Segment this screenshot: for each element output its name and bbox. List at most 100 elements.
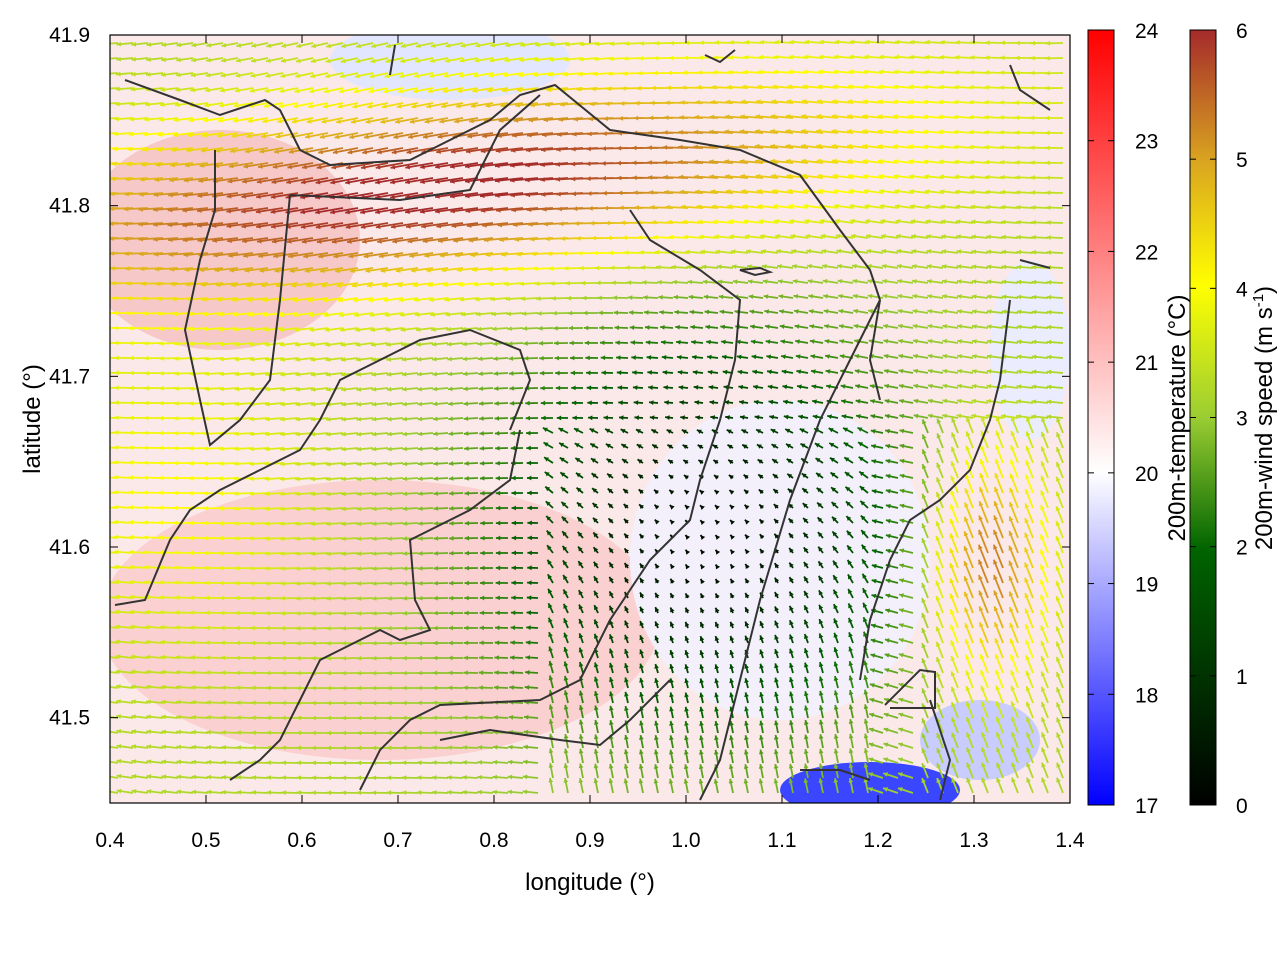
wind-vector-head — [969, 159, 975, 165]
wind-vector-head — [98, 310, 102, 315]
wind-vector — [495, 147, 524, 153]
wind-vector-head — [380, 268, 386, 273]
wind-vector-head — [984, 114, 989, 120]
wind-vector-head — [616, 145, 622, 151]
wind-vector-head — [226, 223, 232, 229]
wind-vector-head — [503, 72, 509, 78]
wind-vector-head — [634, 205, 640, 210]
wind-vector-head — [340, 73, 345, 79]
wind-vector-head — [360, 179, 365, 185]
wind-vector-head — [200, 148, 206, 153]
wind-vector-head — [487, 267, 492, 272]
wind-vector-head — [409, 119, 415, 124]
wind-vector-head — [527, 132, 532, 138]
wind-vector-head — [818, 69, 823, 75]
wind-vector-head — [633, 190, 638, 196]
wind-vector — [360, 207, 389, 214]
wind-vector-head — [296, 43, 302, 49]
wind-vector-head — [939, 159, 944, 165]
wind-vector-head — [831, 128, 837, 134]
wind-vector-head — [999, 85, 1005, 91]
wind-vector-head — [549, 57, 554, 62]
wind-vector-head — [489, 57, 495, 63]
wind-vector — [110, 72, 119, 75]
wind-vector-head — [755, 158, 760, 164]
wind-vector-head — [141, 162, 146, 167]
wind-vector-head — [533, 72, 538, 78]
wind-vector-head — [999, 70, 1005, 76]
wind-vector — [421, 222, 449, 228]
wind-vector-head — [310, 58, 316, 64]
wind-vector — [375, 162, 404, 169]
wind-vector — [434, 162, 464, 169]
wind-vector-head — [221, 57, 226, 63]
wind-vector-head — [480, 208, 486, 213]
wind-vector-head — [413, 88, 418, 94]
wind-vector-head — [592, 71, 598, 77]
wind-vector-head — [910, 203, 915, 209]
wind-vector-head — [383, 88, 389, 94]
wind-vector — [390, 177, 419, 184]
wind-vector-head — [969, 55, 975, 60]
wind-vector-head — [953, 114, 959, 120]
wind-vector-head — [202, 132, 207, 138]
wind-vector-head — [288, 253, 293, 259]
wind-vector-head — [390, 194, 395, 200]
wind-vector-head — [455, 252, 460, 258]
wind-vector-head — [879, 188, 884, 194]
wind-vector-head — [161, 57, 166, 62]
wind-vector — [494, 192, 524, 197]
wind-vector-head — [894, 54, 900, 60]
wind-vector-head — [131, 71, 136, 77]
wind-vector-head — [624, 41, 630, 47]
wind-vector-head — [910, 39, 915, 45]
wind-vector-head — [545, 236, 550, 242]
wind-vector-head — [516, 87, 522, 93]
wind-vector — [495, 207, 524, 212]
wind-vector-head — [770, 128, 775, 134]
wind-vector-head — [713, 219, 718, 225]
wind-vector-head — [409, 253, 414, 259]
wind-vector-head — [892, 114, 898, 119]
wind-vector — [256, 222, 284, 228]
wind-vector-head — [123, 236, 129, 242]
wind-vector-head — [1029, 100, 1035, 106]
wind-vector-head — [378, 134, 384, 140]
wind-vector — [211, 222, 239, 228]
wind-vector-head — [116, 41, 122, 47]
wind-vector-head — [277, 118, 283, 124]
wind-vector-head — [556, 147, 561, 152]
wind-vector-head — [1000, 40, 1005, 46]
wind-vector-head — [540, 192, 546, 197]
wind-vector-head — [758, 218, 764, 224]
wind-vector-head — [663, 130, 668, 135]
wind-vector-head — [169, 267, 175, 272]
wind-vector-head — [711, 84, 717, 90]
wind-vector-head — [623, 250, 629, 256]
wind-vector-head — [265, 73, 271, 78]
wind-vector-head — [124, 251, 129, 257]
wind-vector-head — [405, 164, 411, 170]
wind-vector-head — [256, 238, 262, 244]
wind-vector-head — [955, 40, 960, 45]
wind-vector-head — [984, 159, 990, 165]
wind-vector — [360, 177, 389, 184]
wind-vector-head — [586, 176, 591, 182]
wind-vector — [390, 207, 419, 214]
wind-vector-head — [251, 58, 256, 63]
wind-vector-head — [308, 103, 313, 109]
wind-vector-head — [941, 234, 946, 239]
wind-vector-head — [895, 39, 900, 45]
wind-vector-head — [591, 86, 596, 92]
wind-vector-head — [908, 144, 913, 149]
wind-vector-head — [970, 189, 975, 195]
wind-vector-head — [369, 73, 375, 79]
wind-vector-head — [909, 174, 914, 179]
wind-vector-head — [969, 129, 974, 135]
wind-vector-head — [1045, 40, 1051, 46]
wind-vector — [436, 222, 464, 228]
wind-vector-head — [279, 88, 285, 94]
wind-vector-head — [669, 40, 675, 46]
wind-vector-head — [384, 73, 390, 79]
